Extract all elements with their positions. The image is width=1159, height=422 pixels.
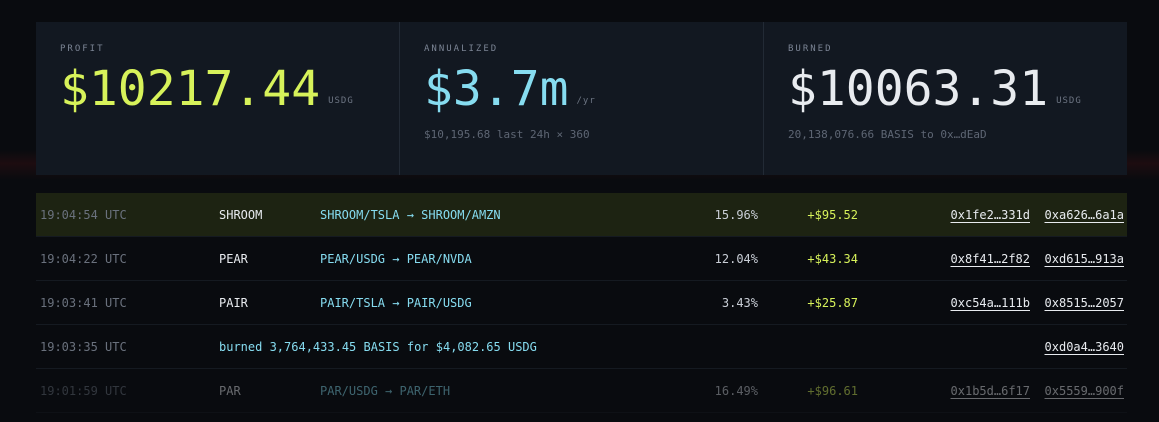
feed-row: 19:04:22 UTC PEAR PEAR/USDG → PEAR/NVDA … [36, 237, 1127, 281]
stat-annualized-label: ANNUALIZED [424, 44, 499, 54]
row-tx-link-2[interactable]: 0xa626…6a1a [1044, 207, 1124, 222]
row-tx-link-1[interactable]: 0x8f41…2f82 [950, 251, 1030, 266]
row-token: SHROOM [219, 207, 263, 222]
row-profit: +$95.52 [807, 207, 858, 222]
trade-feed: 19:04:54 UTC SHROOM SHROOM/TSLA → SHROOM… [36, 193, 1127, 413]
stat-profit-unit: USDG [328, 96, 354, 106]
stat-burned: BURNED $10063.31 USDG 20,138,076.66 BASI… [764, 22, 1127, 175]
row-percent: 16.49% [714, 383, 758, 398]
row-tx-link-2[interactable]: 0x5559…900f [1044, 383, 1124, 398]
row-percent: 12.04% [714, 251, 758, 266]
row-time: 19:03:41 UTC [40, 295, 127, 310]
row-burn-text: burned 3,764,433.45 BASIS for $4,082.65 … [219, 339, 537, 354]
stat-profit: PROFIT $10217.44 USDG [36, 22, 400, 175]
row-profit: +$43.34 [807, 251, 858, 266]
row-token: PAIR [219, 295, 248, 310]
row-token: PAR [219, 383, 241, 398]
row-route: PEAR/USDG → PEAR/NVDA [320, 251, 472, 266]
stat-annualized-unit: /yr [576, 96, 596, 106]
stat-annualized: ANNUALIZED $3.7m /yr $10,195.68 last 24h… [400, 22, 764, 175]
row-tx-link-1[interactable]: 0x1b5d…6f17 [950, 383, 1030, 398]
row-tx-link-2[interactable]: 0x8515…2057 [1044, 295, 1124, 310]
stat-annualized-sub: $10,195.68 last 24h × 360 [424, 128, 590, 141]
stat-profit-label: PROFIT [60, 44, 105, 54]
row-time: 19:03:35 UTC [40, 339, 127, 354]
row-percent: 3.43% [721, 295, 758, 310]
stat-profit-value: $10217.44 [60, 61, 321, 117]
feed-row: 19:03:41 UTC PAIR PAIR/TSLA → PAIR/USDG … [36, 281, 1127, 325]
row-time: 19:04:22 UTC [40, 251, 127, 266]
stat-burned-value: $10063.31 [788, 61, 1049, 117]
row-tx-link-2[interactable]: 0xd615…913a [1044, 251, 1124, 266]
row-profit: +$25.87 [807, 295, 858, 310]
row-time: 19:01:59 UTC [40, 383, 127, 398]
row-tx-link-1[interactable]: 0xc54a…111b [950, 295, 1030, 310]
stat-burned-sub: 20,138,076.66 BASIS to 0x…dEaD [788, 128, 987, 141]
stat-burned-unit: USDG [1056, 96, 1082, 106]
feed-row: 19:04:54 UTC SHROOM SHROOM/TSLA → SHROOM… [36, 193, 1127, 237]
row-profit: +$96.61 [807, 383, 858, 398]
stat-burned-label: BURNED [788, 44, 833, 54]
row-route: SHROOM/TSLA → SHROOM/AMZN [320, 207, 501, 222]
row-percent: 15.96% [714, 207, 758, 222]
row-route: PAIR/TSLA → PAIR/USDG [320, 295, 472, 310]
feed-row-burn: 19:03:35 UTC burned 3,764,433.45 BASIS f… [36, 325, 1127, 369]
row-tx-link-2[interactable]: 0xd0a4…3640 [1044, 339, 1124, 354]
stat-annualized-value: $3.7m [424, 61, 569, 117]
stats-panel: PROFIT $10217.44 USDG ANNUALIZED $3.7m /… [36, 22, 1127, 175]
row-token: PEAR [219, 251, 248, 266]
row-route: PAR/USDG → PAR/ETH [320, 383, 451, 398]
feed-row: 19:01:59 UTC PAR PAR/USDG → PAR/ETH 16.4… [36, 369, 1127, 413]
row-tx-link-1[interactable]: 0x1fe2…331d [950, 207, 1030, 222]
row-time: 19:04:54 UTC [40, 207, 127, 222]
